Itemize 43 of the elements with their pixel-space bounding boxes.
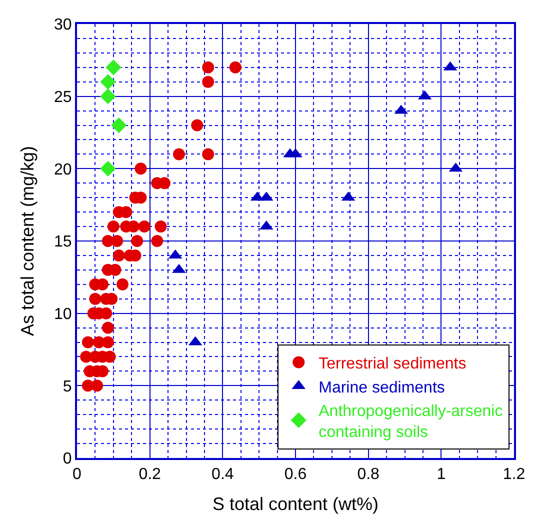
y-axis-title: As total content (mg/kg): [18, 146, 38, 336]
legend-label: Terrestrial sediments: [318, 355, 466, 372]
legend-label: Marine sediments: [318, 379, 445, 396]
y-tick-label: 10: [54, 306, 72, 323]
x-axis-title: S total content (wt%): [212, 494, 379, 514]
point: [202, 148, 214, 160]
point: [229, 61, 242, 74]
point: [202, 76, 214, 88]
y-tick-label: 20: [54, 161, 72, 178]
point: [100, 160, 116, 176]
x-tick-label: 0.2: [138, 466, 162, 484]
point: [111, 235, 124, 247]
point: [102, 322, 114, 334]
point: [112, 249, 125, 262]
point: [151, 235, 164, 247]
point: [100, 74, 116, 90]
point: [91, 380, 104, 392]
legend-label: Anthropogenically-arsenic containing soils: [318, 403, 503, 441]
point: [131, 235, 144, 247]
point: [154, 220, 167, 233]
x-tick-label: 1.2: [502, 466, 526, 484]
point: [116, 278, 129, 290]
point: [100, 88, 116, 104]
y-tick-label: 0: [62, 450, 72, 468]
x-tick-label: 0.8: [357, 466, 380, 484]
y-tick-label: 25: [54, 88, 72, 106]
point: [172, 148, 185, 160]
y-tick-label: 5: [62, 378, 72, 396]
x-tick-label: 0.6: [284, 466, 307, 484]
x-tick-label: 0.4: [212, 466, 234, 484]
point: [107, 220, 120, 233]
point: [82, 336, 94, 348]
point: [202, 61, 214, 74]
point: [111, 117, 127, 134]
point: [89, 292, 102, 305]
x-tick-label: 1: [436, 466, 446, 484]
point: [134, 162, 147, 175]
y-tick-label: 15: [54, 234, 72, 251]
y-tick-label: 30: [54, 16, 72, 34]
point: [191, 119, 204, 132]
point: [138, 220, 150, 233]
point: [102, 336, 114, 348]
point: [106, 60, 122, 76]
